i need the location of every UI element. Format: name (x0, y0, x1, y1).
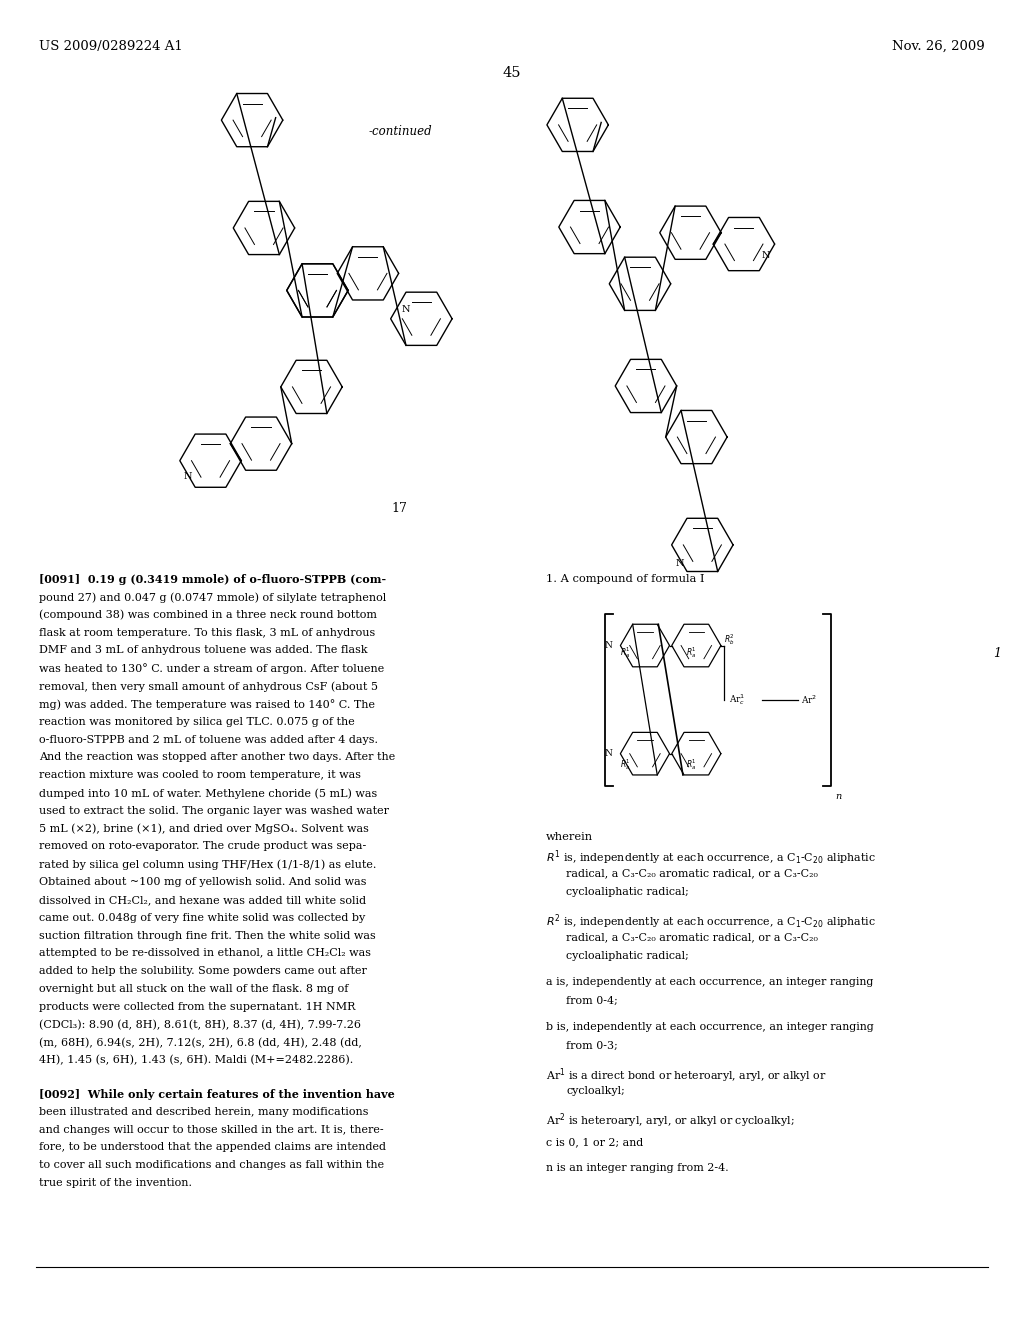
Text: [0091]  0.19 g (0.3419 mmole) of o-fluoro-STPPB (com-: [0091] 0.19 g (0.3419 mmole) of o-fluoro… (39, 574, 386, 585)
Text: and changes will occur to those skilled in the art. It is, there-: and changes will occur to those skilled … (39, 1125, 384, 1135)
Text: mg) was added. The temperature was raised to 140° C. The: mg) was added. The temperature was raise… (39, 700, 375, 710)
Text: N: N (762, 251, 770, 260)
Text: c is 0, 1 or 2; and: c is 0, 1 or 2; and (546, 1138, 643, 1147)
Text: was heated to 130° C. under a stream of argon. After toluene: was heated to 130° C. under a stream of … (39, 663, 384, 675)
Text: Ar$^1$ is a direct bond or heteroaryl, aryl, or alkyl or: Ar$^1$ is a direct bond or heteroaryl, a… (546, 1067, 826, 1085)
Text: b is, independently at each occurrence, an integer ranging: b is, independently at each occurrence, … (546, 1022, 873, 1032)
Text: reaction was monitored by silica gel TLC. 0.075 g of the: reaction was monitored by silica gel TLC… (39, 717, 354, 727)
Text: And the reaction was stopped after another two days. After the: And the reaction was stopped after anoth… (39, 752, 395, 763)
Text: Ar$^2$: Ar$^2$ (801, 693, 817, 706)
Text: N: N (604, 642, 612, 649)
Text: 4H), 1.45 (s, 6H), 1.43 (s, 6H). Maldi (M+=2482.2286).: 4H), 1.45 (s, 6H), 1.43 (s, 6H). Maldi (… (39, 1055, 353, 1065)
Text: (CDCl₃): 8.90 (d, 8H), 8.61(t, 8H), 8.37 (d, 4H), 7.99-7.26: (CDCl₃): 8.90 (d, 8H), 8.61(t, 8H), 8.37… (39, 1019, 360, 1030)
Text: [0092]  While only certain features of the invention have: [0092] While only certain features of th… (39, 1089, 394, 1100)
Text: US 2009/0289224 A1: US 2009/0289224 A1 (39, 40, 182, 53)
Text: to cover all such modifications and changes as fall within the: to cover all such modifications and chan… (39, 1160, 384, 1171)
Text: flask at room temperature. To this flask, 3 mL of anhydrous: flask at room temperature. To this flask… (39, 627, 375, 638)
Text: added to help the solubility. Some powders came out after: added to help the solubility. Some powde… (39, 966, 367, 977)
Text: from 0-4;: from 0-4; (566, 995, 618, 1006)
Text: $R^1_a$: $R^1_a$ (686, 645, 697, 660)
Text: reaction mixture was cooled to room temperature, it was: reaction mixture was cooled to room temp… (39, 771, 360, 780)
Text: Nov. 26, 2009: Nov. 26, 2009 (892, 40, 985, 53)
Text: $R^1_a$: $R^1_a$ (620, 645, 631, 660)
Text: attempted to be re-dissolved in ethanol, a little CH₂Cl₂ was: attempted to be re-dissolved in ethanol,… (39, 948, 371, 958)
Text: Obtained about ~100 mg of yellowish solid. And solid was: Obtained about ~100 mg of yellowish soli… (39, 876, 367, 887)
Text: from 0-3;: from 0-3; (566, 1040, 618, 1051)
Text: dissolved in CH₂Cl₂, and hexane was added till white solid: dissolved in CH₂Cl₂, and hexane was adde… (39, 895, 366, 906)
Text: $R^2$ is, independently at each occurrence, a C$_1$-C$_{20}$ aliphatic: $R^2$ is, independently at each occurren… (546, 913, 876, 932)
Text: radical, a C₃-C₂₀ aromatic radical, or a C₃-C₂₀: radical, a C₃-C₂₀ aromatic radical, or a… (566, 932, 818, 942)
Text: N: N (183, 471, 193, 480)
Text: $R^1_a$: $R^1_a$ (686, 756, 697, 772)
Text: cycloaliphatic radical;: cycloaliphatic radical; (566, 950, 689, 961)
Text: N: N (604, 750, 612, 758)
Text: pound 27) and 0.047 g (0.0747 mmole) of silylate tetraphenol: pound 27) and 0.047 g (0.0747 mmole) of … (39, 591, 386, 603)
Text: radical, a C₃-C₂₀ aromatic radical, or a C₃-C₂₀: radical, a C₃-C₂₀ aromatic radical, or a… (566, 869, 818, 878)
Text: Ar$^1_c$: Ar$^1_c$ (729, 692, 745, 708)
Text: overnight but all stuck on the wall of the flask. 8 mg of: overnight but all stuck on the wall of t… (39, 985, 348, 994)
Text: 1: 1 (993, 647, 1001, 660)
Text: $R^2_b$: $R^2_b$ (724, 632, 735, 647)
Text: rated by silica gel column using THF/Hex (1/1-8/1) as elute.: rated by silica gel column using THF/Hex… (39, 859, 376, 870)
Text: came out. 0.048g of very fine white solid was collected by: came out. 0.048g of very fine white soli… (39, 913, 366, 923)
Text: cycloalkyl;: cycloalkyl; (566, 1085, 625, 1096)
Text: cycloaliphatic radical;: cycloaliphatic radical; (566, 887, 689, 898)
Text: true spirit of the invention.: true spirit of the invention. (39, 1177, 191, 1188)
Text: removal, then very small amount of anhydrous CsF (about 5: removal, then very small amount of anhyd… (39, 681, 378, 692)
Text: N: N (401, 305, 411, 314)
Text: fore, to be understood that the appended claims are intended: fore, to be understood that the appended… (39, 1142, 386, 1152)
Text: a is, independently at each occurrence, an integer ranging: a is, independently at each occurrence, … (546, 977, 873, 987)
Text: Ar$^2$ is heteroaryl, aryl, or alkyl or cycloalkyl;: Ar$^2$ is heteroaryl, aryl, or alkyl or … (546, 1111, 795, 1130)
Text: o-fluoro-STPPB and 2 mL of toluene was added after 4 days.: o-fluoro-STPPB and 2 mL of toluene was a… (39, 734, 378, 744)
Text: (m, 68H), 6.94(s, 2H), 7.12(s, 2H), 6.8 (dd, 4H), 2.48 (dd,: (m, 68H), 6.94(s, 2H), 7.12(s, 2H), 6.8 … (39, 1038, 361, 1048)
Text: removed on roto-evaporator. The crude product was sepa-: removed on roto-evaporator. The crude pr… (39, 842, 367, 851)
Text: DMF and 3 mL of anhydrous toluene was added. The flask: DMF and 3 mL of anhydrous toluene was ad… (39, 645, 368, 656)
Text: n is an integer ranging from 2-4.: n is an integer ranging from 2-4. (546, 1163, 728, 1173)
Text: n: n (836, 792, 842, 801)
Text: $R^1$ is, independently at each occurrence, a C$_1$-C$_{20}$ aliphatic: $R^1$ is, independently at each occurren… (546, 849, 876, 867)
Text: 45: 45 (503, 66, 521, 81)
Text: 5 mL (×2), brine (×1), and dried over MgSO₄. Solvent was: 5 mL (×2), brine (×1), and dried over Mg… (39, 824, 369, 834)
Text: -continued: -continued (369, 125, 432, 139)
Text: wherein: wherein (546, 832, 593, 842)
Text: been illustrated and described herein, many modifications: been illustrated and described herein, m… (39, 1106, 369, 1117)
Text: (compound 38) was combined in a three neck round bottom: (compound 38) was combined in a three ne… (39, 610, 377, 620)
Text: used to extract the solid. The organic layer was washed water: used to extract the solid. The organic l… (39, 805, 389, 816)
Text: 17: 17 (391, 502, 408, 515)
Text: $R^1_a$: $R^1_a$ (620, 756, 631, 772)
Text: 1. A compound of formula I: 1. A compound of formula I (546, 574, 705, 585)
Text: products were collected from the supernatant. 1H NMR: products were collected from the superna… (39, 1002, 355, 1012)
Text: N: N (676, 558, 684, 568)
Text: dumped into 10 mL of water. Methylene choride (5 mL) was: dumped into 10 mL of water. Methylene ch… (39, 788, 377, 799)
Text: suction filtration through fine frit. Then the white solid was: suction filtration through fine frit. Th… (39, 931, 376, 941)
